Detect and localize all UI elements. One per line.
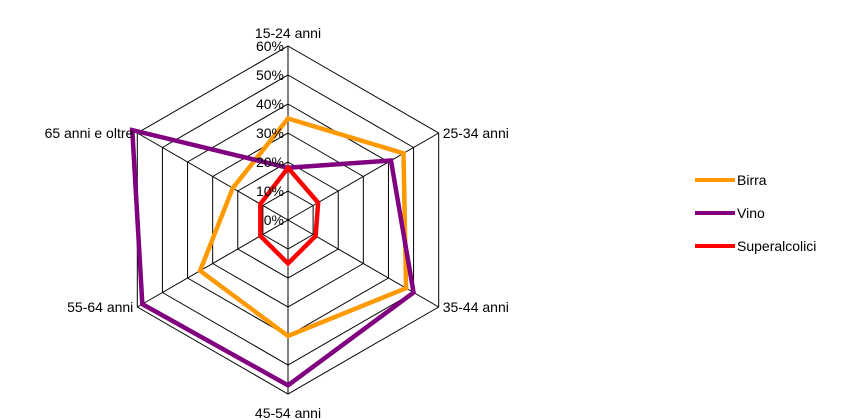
legend-swatch-superalcolici [695, 243, 735, 248]
category-label-25-34-anni: 25-34 anni [443, 125, 509, 141]
radar-tick-labels: 0% 10% 20% 30% 40% 50% 60% [256, 38, 284, 228]
tick-label-5: 50% [256, 67, 284, 83]
legend-swatch-vino [695, 210, 735, 215]
legend-item-superalcolici: Superalcolici [695, 229, 816, 262]
radar-series [129, 115, 417, 388]
tick-label-0: 0% [264, 212, 284, 228]
category-label-55-64-anni: 55-64 anni [67, 299, 133, 315]
category-label-65-anni-e-oltre: 65 anni e oltre [45, 125, 134, 141]
axis-spoke-55-64-anni [137, 219, 289, 308]
legend-label-birra: Birra [737, 171, 767, 188]
category-label-45-54-anni: 45-54 anni [255, 405, 321, 420]
axis-spoke-65-anni-e-oltre [137, 132, 289, 221]
legend-item-vino: Vino [695, 196, 816, 229]
chart-legend: Birra Vino Superalcolici [695, 163, 816, 262]
series-line-superalcolici [258, 164, 321, 267]
legend-label-vino: Vino [737, 204, 765, 221]
tick-label-1: 10% [256, 183, 284, 199]
radar-category-labels: 15-24 anni 25-34 anni 35-44 anni 45-54 anni… [45, 25, 509, 420]
axis-spoke-25-34-anni [287, 132, 439, 221]
tick-label-4: 40% [256, 96, 284, 112]
series-line-birra [197, 115, 409, 339]
radar-grid [136, 45, 440, 395]
category-label-15-24-anni: 15-24 anni [255, 25, 321, 41]
tick-label-6: 60% [256, 38, 284, 54]
tick-label-2: 20% [256, 154, 284, 170]
legend-label-superalcolici: Superalcolici [737, 237, 817, 254]
tick-label-3: 30% [256, 125, 284, 141]
category-label-35-44-anni: 35-44 anni [443, 299, 509, 315]
series-line-vino [129, 127, 417, 388]
legend-item-birra: Birra [695, 163, 816, 196]
legend-swatch-birra [695, 177, 735, 182]
